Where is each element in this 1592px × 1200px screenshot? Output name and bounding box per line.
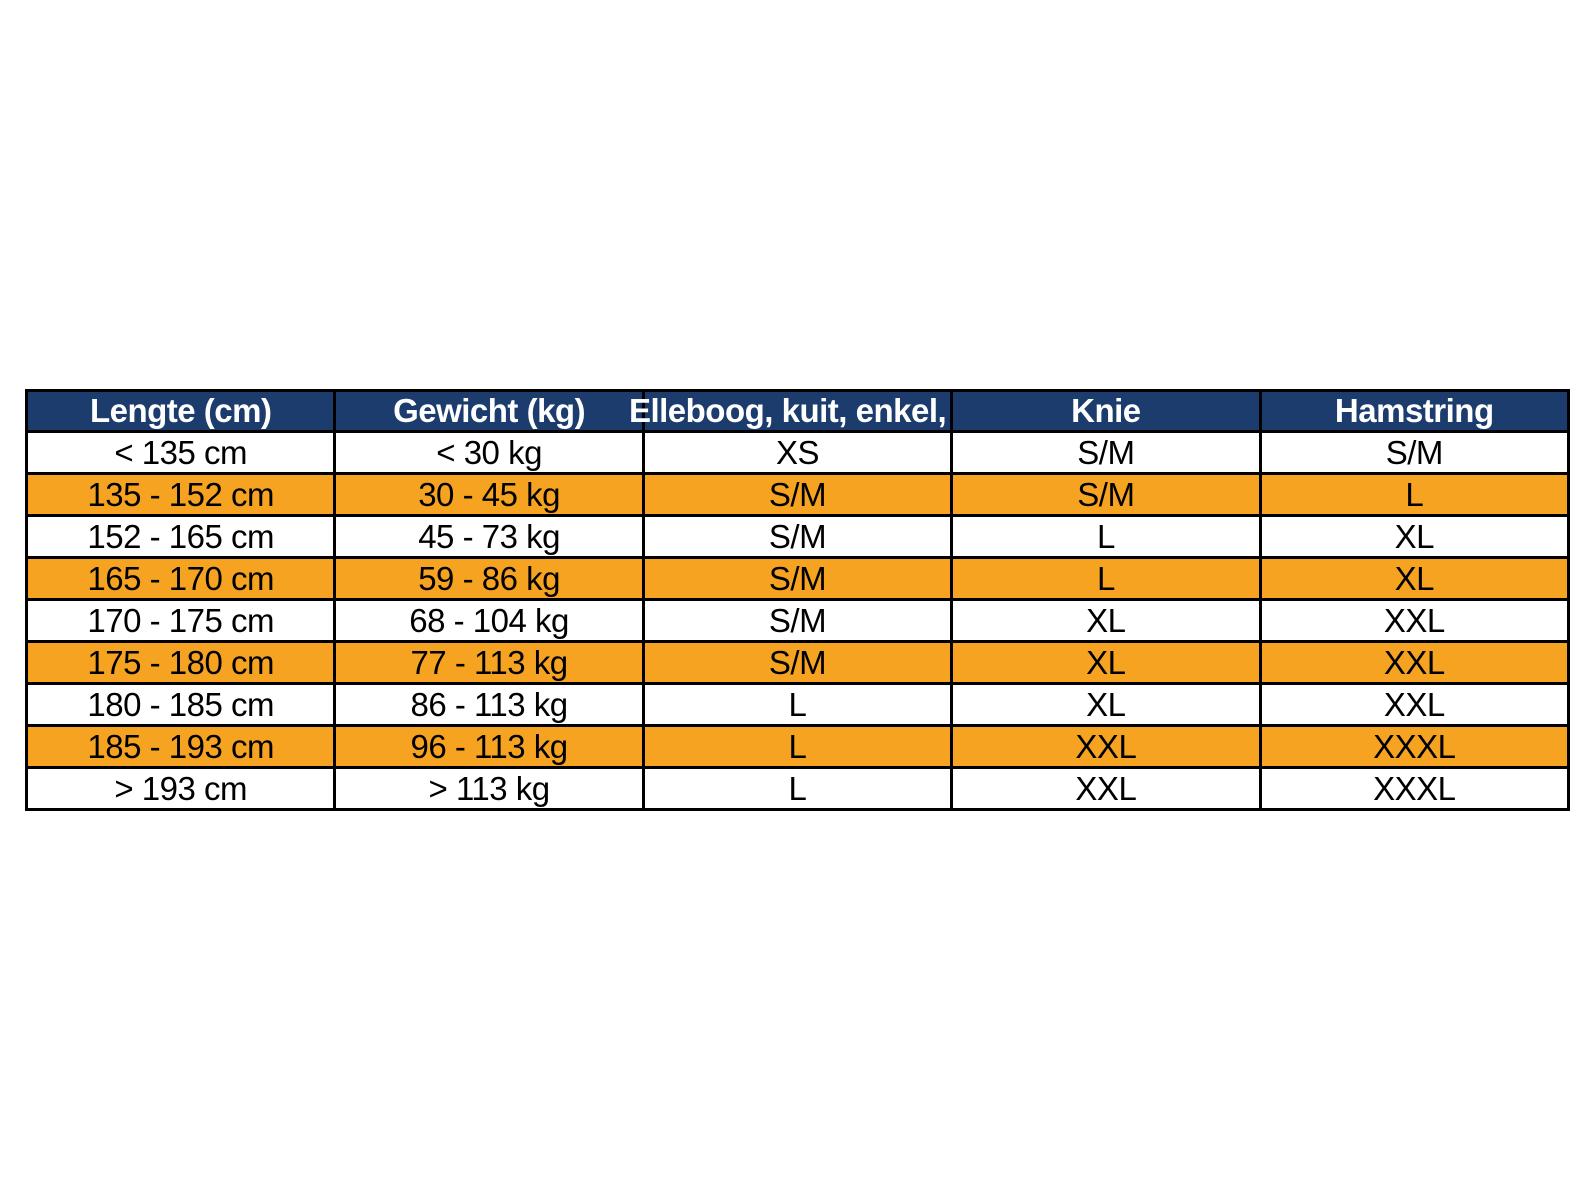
table-cell: 96 - 113 kg	[333, 724, 645, 769]
table-cell: S/M	[641, 514, 954, 559]
table-cell: L	[950, 556, 1262, 601]
table-cell: 175 - 180 cm	[24, 640, 337, 685]
column-header-gewicht: Gewicht (kg)	[333, 389, 645, 433]
table-cell: 77 - 113 kg	[333, 640, 645, 685]
table-row: < 135 cm < 30 kg XS S/M S/M	[24, 430, 1571, 475]
table-cell: XXXL	[1258, 724, 1571, 769]
table-cell: 152 - 165 cm	[24, 514, 337, 559]
table-row: > 193 cm > 113 kg L XXL XXXL	[24, 766, 1571, 811]
table-cell: < 30 kg	[333, 430, 645, 475]
column-header-hamstring: Hamstring	[1258, 389, 1571, 433]
table-cell: < 135 cm	[24, 430, 337, 475]
table-cell: XL	[950, 682, 1262, 727]
column-header-lengte: Lengte (cm)	[24, 389, 337, 433]
table-cell: L	[950, 514, 1262, 559]
table-cell: L	[1258, 472, 1571, 517]
table-cell: S/M	[641, 640, 954, 685]
table-cell: S/M	[641, 556, 954, 601]
table-cell: > 193 cm	[24, 766, 337, 811]
table-cell: L	[641, 724, 954, 769]
table-cell: XL	[950, 598, 1262, 643]
table-row: 135 - 152 cm 30 - 45 kg S/M S/M L	[24, 472, 1571, 517]
table-cell: 165 - 170 cm	[24, 556, 337, 601]
table-row: 152 - 165 cm 45 - 73 kg S/M L XL	[24, 514, 1571, 559]
table-cell: XXL	[950, 724, 1262, 769]
table-row: 185 - 193 cm 96 - 113 kg L XXL XXXL	[24, 724, 1571, 769]
table-cell: 45 - 73 kg	[333, 514, 645, 559]
table-cell: S/M	[950, 430, 1262, 475]
table-cell: XL	[1258, 556, 1571, 601]
column-header-knie: Knie	[950, 389, 1262, 433]
table-cell: XXL	[1258, 598, 1571, 643]
table-cell: XL	[950, 640, 1262, 685]
table-cell: XXL	[1258, 640, 1571, 685]
table-cell: 170 - 175 cm	[24, 598, 337, 643]
table-cell: XXXL	[1258, 766, 1571, 811]
table-cell: 185 - 193 cm	[24, 724, 337, 769]
size-chart-table: Lengte (cm) Gewicht (kg) Elleboog, kuit,…	[24, 389, 1571, 811]
column-header-elleboog-kuit-enkel: Elleboog, kuit, enkel,	[629, 389, 954, 433]
table-cell: XL	[1258, 514, 1571, 559]
header-row: Lengte (cm) Gewicht (kg) Elleboog, kuit,…	[24, 389, 1571, 433]
table-cell: 180 - 185 cm	[24, 682, 337, 727]
table-cell: L	[641, 682, 954, 727]
table-cell: XXL	[950, 766, 1262, 811]
table-cell: L	[641, 766, 954, 811]
table-cell: S/M	[641, 472, 954, 517]
column-header-elleboog-label: Elleboog, kuit, enkel,	[628, 392, 947, 429]
table-cell: > 113 kg	[333, 766, 645, 811]
table-cell: 135 - 152 cm	[24, 472, 337, 517]
table-cell: S/M	[950, 472, 1262, 517]
table-cell: S/M	[1258, 430, 1571, 475]
table-row: 170 - 175 cm 68 - 104 kg S/M XL XXL	[24, 598, 1571, 643]
table-cell: S/M	[641, 598, 954, 643]
table-cell: 68 - 104 kg	[333, 598, 645, 643]
table-cell: 30 - 45 kg	[333, 472, 645, 517]
table-cell: 59 - 86 kg	[333, 556, 645, 601]
table-row: 175 - 180 cm 77 - 113 kg S/M XL XXL	[24, 640, 1571, 685]
table-cell: 86 - 113 kg	[333, 682, 645, 727]
table-row: 180 - 185 cm 86 - 113 kg L XL XXL	[24, 682, 1571, 727]
table-cell: XS	[641, 430, 954, 475]
table-cell: XXL	[1258, 682, 1571, 727]
table-row: 165 - 170 cm 59 - 86 kg S/M L XL	[24, 556, 1571, 601]
